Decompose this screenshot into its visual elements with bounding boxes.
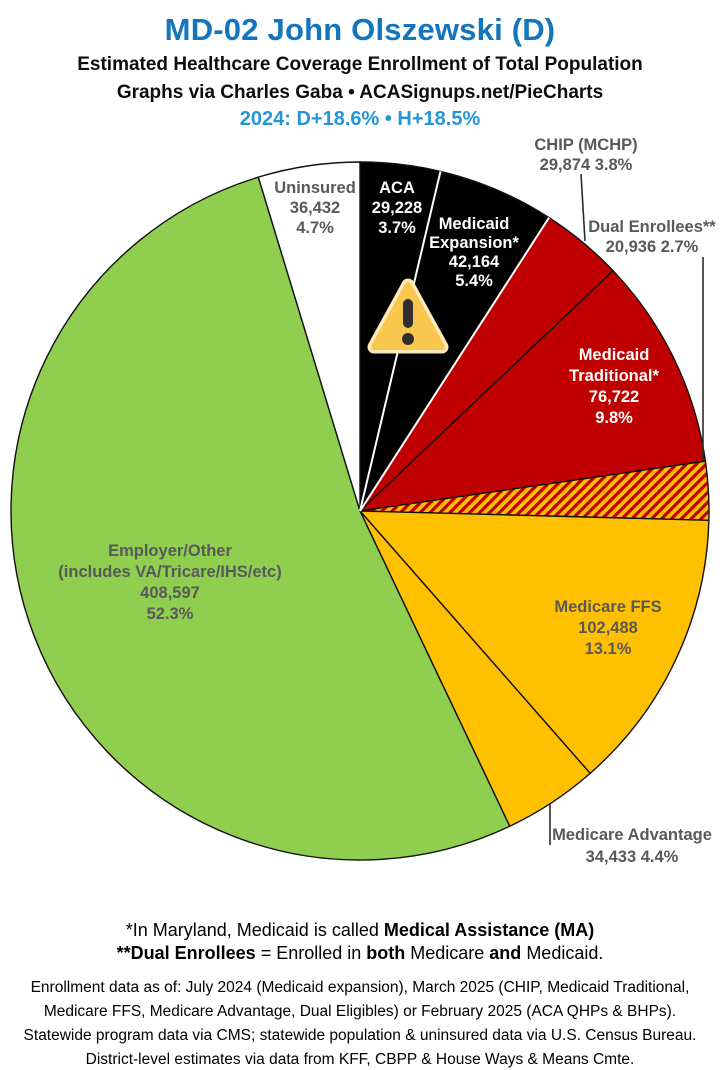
pie-slice-uninsured [257, 161, 361, 512]
subtitle-attribution: Graphs via Charles Gaba • ACASignups.net… [116, 82, 604, 103]
slice-label-uninsured: Uninsured 36,432 4.7% [274, 179, 356, 237]
slice-label-employer-other: Employer/Other (includes VA/Tricare/IHS/… [58, 542, 282, 623]
header: MD-02 John Olszewski (D) Estimated Healt… [0, 0, 720, 131]
subtitle-main: Estimated Healthcare Coverage Enrollment… [77, 54, 643, 75]
leader-lines [549, 173, 704, 845]
slice-divider-white [359, 217, 550, 512]
footnotes: *In Maryland, Medicaid is called Medical… [0, 919, 720, 965]
slice-label-medicare-advantage: Medicare Advantage 34,433 4.4% [552, 826, 712, 866]
warning-icon [367, 278, 449, 354]
pie-slices [10, 161, 710, 861]
slice-label-medicaid-expansion: Medicaid Expansion* 42,164 5.4% [429, 215, 519, 290]
slice-label-medicaid-traditional: Medicaid Traditional* 76,722 9.8% [569, 346, 659, 427]
leader-line-chip [580, 173, 586, 242]
subtitle-partisan-lean: 2024: D+18.6% • H+18.5% [239, 108, 481, 130]
pie-slice-medicare-ffs [358, 510, 710, 775]
slice-label-chip: CHIP (MCHP) 29,874 3.8% [534, 136, 638, 174]
slice-label-aca: ACA 29,228 3.7% [371, 179, 423, 237]
footnote-dual-enrollees: **Dual Enrollees = Enrolled in both Medi… [116, 943, 604, 963]
warning-exclamation-dot [402, 333, 414, 345]
source-note: Enrollment data as of: July 2024 (Medica… [23, 979, 697, 1068]
page-title: MD-02 John Olszewski (D) [164, 12, 556, 47]
pie-slice-employer-other [10, 176, 511, 861]
slice-label-medicare-ffs: Medicare FFS 102,488 13.1% [554, 598, 662, 658]
footnote-medicaid-name: *In Maryland, Medicaid is called Medical… [125, 920, 595, 940]
slice-label-dual-enrollees: Dual Enrollees** 20,936 2.7% [588, 218, 716, 256]
warning-exclamation-bar [403, 299, 413, 328]
